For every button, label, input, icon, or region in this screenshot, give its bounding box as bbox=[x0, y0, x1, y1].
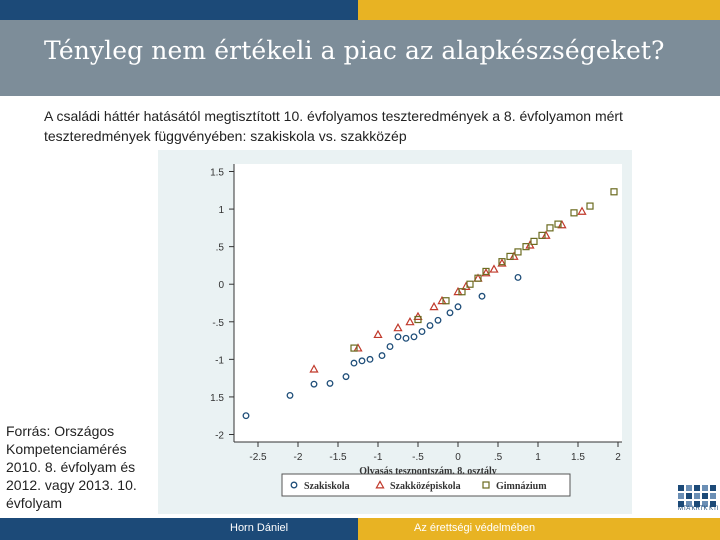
data-point-square bbox=[570, 209, 578, 217]
y-tick-label: 0 bbox=[218, 280, 224, 291]
data-point-circle bbox=[514, 274, 522, 281]
data-point-circle bbox=[378, 352, 386, 360]
data-point-triangle bbox=[309, 364, 319, 373]
data-point-triangle bbox=[353, 343, 363, 352]
data-point-circle bbox=[286, 391, 294, 399]
title-band bbox=[0, 20, 720, 96]
x-tick-label: .5 bbox=[494, 452, 503, 463]
data-point-triangle bbox=[453, 286, 463, 296]
legend-marker bbox=[482, 481, 490, 489]
x-tick-label: 1.5 bbox=[571, 452, 585, 463]
data-point-triangle bbox=[489, 264, 499, 273]
data-point-circle bbox=[402, 334, 410, 342]
legend-marker bbox=[375, 480, 385, 489]
author-name: Horn Dániel bbox=[230, 522, 289, 534]
y-tick-label: -.5 bbox=[212, 318, 224, 329]
data-point-triangle bbox=[497, 258, 507, 267]
data-point-triangle bbox=[557, 220, 567, 229]
footer-tagline: Az érettségi védelmében bbox=[414, 522, 536, 534]
data-point-triangle bbox=[509, 251, 519, 260]
data-point-circle bbox=[326, 379, 334, 387]
data-point-square bbox=[350, 344, 358, 352]
data-point-circle bbox=[418, 328, 426, 336]
scatter-chart: 1.51.50-.5-11.5-2-2.5 -2 -1.5 -1 -.5 0.5 1 1.5 2… bbox=[210, 164, 622, 497]
y-tick-label: 1.5 bbox=[210, 393, 224, 404]
legend-label: Gimnázium bbox=[496, 481, 547, 492]
data-point-circle bbox=[426, 322, 434, 329]
data-point-circle bbox=[342, 373, 350, 381]
data-point-square bbox=[466, 280, 474, 288]
data-point-square bbox=[554, 220, 562, 228]
x-tick-label: 2 bbox=[615, 452, 621, 463]
data-point-circle bbox=[358, 357, 366, 365]
data-point-circle bbox=[366, 355, 374, 363]
slide-title: Tényleg nem értékeli a piac az alapkészs… bbox=[44, 36, 665, 65]
data-point-square bbox=[610, 188, 618, 196]
data-point-triangle bbox=[541, 230, 551, 239]
data-point-triangle bbox=[373, 329, 383, 339]
data-point-triangle bbox=[577, 206, 587, 215]
data-point-triangle bbox=[393, 322, 403, 332]
y-tick-label: -1 bbox=[215, 355, 224, 366]
bottom-bar-yellow bbox=[358, 518, 720, 540]
data-point-circle bbox=[434, 316, 442, 324]
data-point-square bbox=[522, 243, 530, 251]
data-point-square bbox=[506, 252, 514, 261]
data-point-circle bbox=[394, 333, 402, 341]
data-point-square bbox=[546, 224, 554, 232]
institute-logo-icon bbox=[678, 485, 716, 507]
x-tick-label: -.5 bbox=[412, 452, 424, 463]
data-point-triangle bbox=[437, 295, 447, 305]
x-tick-label: -2 bbox=[294, 452, 303, 463]
data-point-circle bbox=[242, 412, 250, 420]
data-point-square bbox=[458, 288, 466, 296]
data-point-circle bbox=[310, 380, 318, 388]
data-point-triangle bbox=[429, 301, 439, 311]
data-point-circle bbox=[454, 303, 462, 311]
data-point-square bbox=[482, 267, 490, 276]
data-point-triangle bbox=[461, 281, 471, 290]
x-tick-label: -1 bbox=[374, 452, 383, 463]
x-axis-label: Olvasás teszpontszám, 8. osztály bbox=[359, 466, 497, 477]
top-bar-yellow bbox=[358, 0, 720, 20]
legend-marker bbox=[290, 481, 298, 489]
data-point-circle bbox=[478, 292, 486, 300]
data-point-square bbox=[498, 258, 506, 266]
data-point-square bbox=[414, 315, 422, 324]
chart-panel: 1.5 1.5 0 -.5 -1 1.5 -2 -2.5 -2 -1.5 -1 -.5 0.5 1 1.5 2… bbox=[158, 150, 632, 514]
y-tick-label: -2 bbox=[215, 430, 224, 441]
data-point-square bbox=[586, 202, 594, 210]
y-tick-label: .5 bbox=[216, 243, 225, 254]
data-point-square bbox=[538, 231, 546, 239]
y-tick-label: 1 bbox=[218, 205, 224, 216]
data-point-circle bbox=[446, 309, 454, 317]
data-point-triangle bbox=[481, 268, 491, 277]
top-bar-blue bbox=[0, 0, 358, 20]
logo-caption: MTA KRTK KTI bbox=[678, 506, 719, 512]
bottom-bar-blue bbox=[0, 518, 358, 540]
data-point-circle bbox=[410, 333, 418, 341]
data-point-square bbox=[514, 248, 522, 256]
data-point-triangle bbox=[405, 316, 415, 326]
x-tick-label: -2.5 bbox=[249, 452, 267, 463]
plot-area bbox=[234, 164, 622, 442]
x-tick-label: -1.5 bbox=[329, 452, 347, 463]
legend-box bbox=[281, 473, 571, 497]
x-tick-label: 1 bbox=[535, 452, 541, 463]
y-tick-label: 1.5 bbox=[210, 168, 224, 179]
legend-label: Szakközépiskola bbox=[390, 481, 461, 492]
data-point-circle bbox=[386, 343, 394, 351]
source-note: Forrás: Országos Kompetenciamérés 2010. … bbox=[6, 423, 137, 511]
x-tick-label: 0 bbox=[455, 452, 461, 463]
legend-label: Szakiskola bbox=[304, 481, 350, 492]
data-point-circle bbox=[350, 359, 358, 367]
data-point-square bbox=[442, 297, 450, 305]
data-point-square bbox=[474, 274, 482, 282]
data-point-square bbox=[530, 237, 538, 245]
slide-subtitle: A családi háttér hatásától megtisztított… bbox=[44, 108, 623, 144]
